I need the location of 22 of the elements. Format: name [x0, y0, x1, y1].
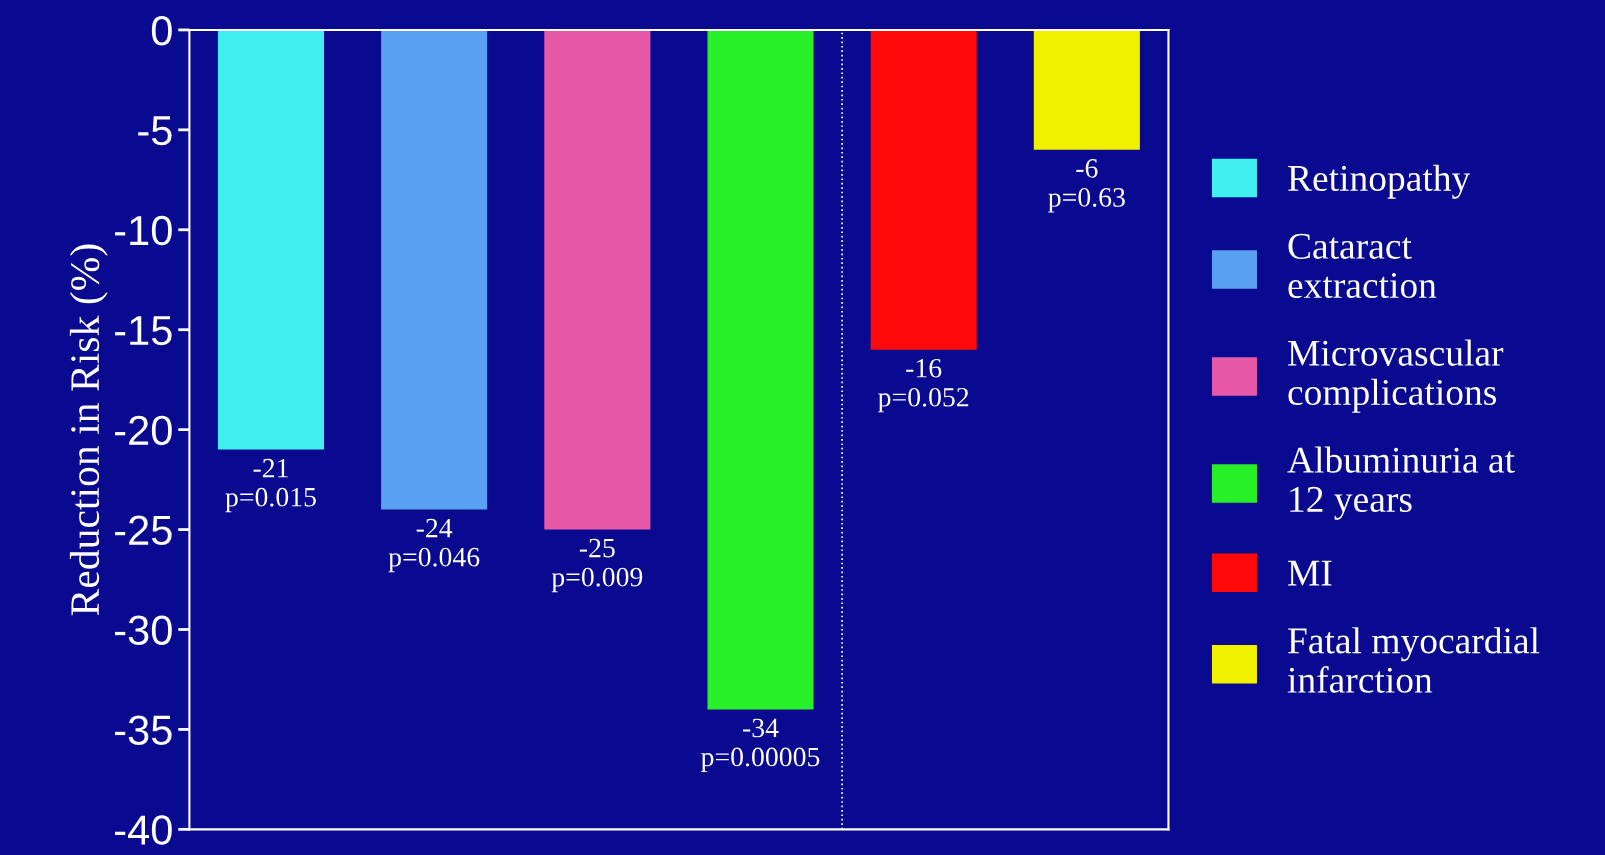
- y-tick-label: -35: [115, 715, 172, 745]
- y-tick-label: -15: [115, 316, 172, 346]
- y-tick-label: -5: [138, 116, 172, 146]
- legend-label: Microvascular complications: [1288, 339, 1504, 413]
- y-tick-label: -10: [115, 215, 172, 246]
- y-axis-title: Reduction in Risk (%): [69, 244, 108, 616]
- y-tick-label: -25: [115, 515, 172, 546]
- data-label: -24 p=0.046: [388, 518, 480, 573]
- legend-label: Albuminuria at 12 years: [1287, 446, 1515, 520]
- data-label: -6 p=0.63: [1048, 159, 1125, 213]
- y-tick-label: -30: [115, 615, 172, 645]
- legend-label: Retinopathy: [1288, 164, 1471, 199]
- legend-label: Fatal myocardial infarction: [1287, 627, 1540, 693]
- data-label: -16 p=0.052: [878, 358, 969, 413]
- data-label: -21 p=0.015: [225, 458, 316, 513]
- data-label: -34 p=0.00005: [701, 718, 820, 773]
- y-tick-label: -20: [115, 415, 172, 446]
- y-tick-label: 0: [151, 15, 172, 46]
- y-tick-label: -40: [115, 815, 172, 845]
- legend-label: Cataract extraction: [1288, 233, 1437, 299]
- data-label: -25 p=0.009: [551, 538, 643, 593]
- legend-label: MI: [1288, 560, 1332, 586]
